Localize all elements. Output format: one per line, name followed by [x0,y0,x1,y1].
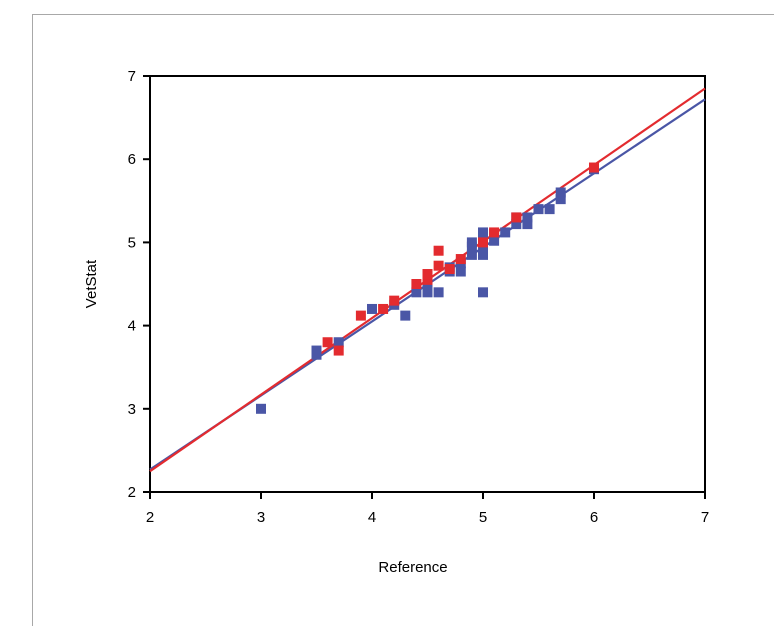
data-point-series-1 [533,204,544,215]
data-point-series-2 [444,264,455,275]
data-point-series-1 [478,287,488,298]
x-tick-label: 7 [701,509,709,526]
y-tick-label: 5 [128,234,136,251]
data-point-series-2 [478,237,488,248]
data-point-series-2 [455,254,466,265]
axes: 2 3 4 5 6 7 2 3 4 5 6 7 [128,68,710,526]
plot-border [149,75,706,493]
data-point-series-2 [378,303,389,314]
data-point-series-1 [544,204,555,215]
data-point-series-1 [411,287,422,298]
data-point-series-2 [511,212,522,223]
data-point-series-2 [389,295,400,306]
data-point-series-2 [489,227,500,238]
data-point-series-1 [555,187,566,198]
data-point-series-2 [422,274,433,285]
data-point-series-2 [422,269,433,280]
data-point-series-2 [411,279,422,289]
x-tick-label: 6 [590,509,598,526]
y-tick-label: 3 [128,401,136,418]
data-point-series-1 [489,235,500,246]
y-tick-label: 4 [128,318,136,335]
data-point-series-1 [466,237,477,248]
data-point-series-1 [455,266,466,277]
x-tick-label: 4 [368,509,376,526]
data-point-series-1 [478,244,488,255]
data-point-series-2 [433,245,444,256]
data-point-series-1 [422,283,433,294]
data-point-series-2 [333,345,344,356]
x-axis-title: Reference [378,559,447,576]
y-tick-label: 2 [128,484,136,501]
y-axis-title: VetStat [83,259,100,308]
x-tick-label: 3 [257,509,265,526]
data-point-series-1 [367,303,377,314]
data-point-series-2 [355,310,366,321]
data-point-series-1 [311,345,322,356]
data-point-series-1 [433,287,444,298]
data-point-series-1 [466,249,477,260]
data-point-series-1 [522,219,533,230]
data-point-series-1 [400,310,411,321]
y-tick-label: 6 [128,151,136,168]
data-point-series-1 [256,403,266,414]
data-point-series-2 [433,260,444,271]
data-point-series-2 [322,337,333,348]
data-point-series-1 [478,227,488,238]
data-point-series-1 [500,227,511,238]
data-point-series-2 [589,162,599,173]
data-point-series-1 [555,194,566,205]
data-point-series-1 [333,337,344,348]
axis-labels: Reference VetStat [83,259,448,576]
x-tick-label: 5 [479,509,487,526]
data-point-series-1 [522,212,533,223]
data-point-series-1 [478,249,488,260]
data-points [256,162,599,414]
x-tick-label: 2 [146,509,154,526]
data-point-series-1 [511,219,522,230]
y-tick-label: 7 [128,68,136,85]
